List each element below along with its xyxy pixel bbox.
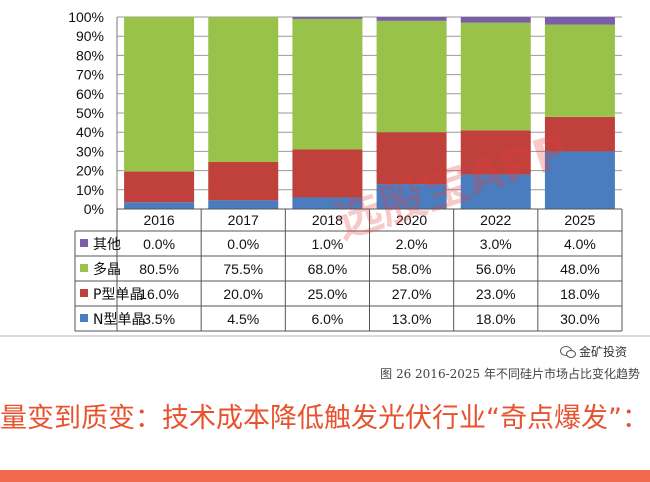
y-tick-label: 0%: [84, 201, 104, 217]
bar-segment: [292, 149, 363, 198]
category-label: 2016: [144, 212, 175, 228]
data-label: 25.0%: [308, 286, 348, 302]
figure-caption: 图 26 2016-2025 年不同硅片市场占比变化趋势: [380, 367, 640, 381]
y-tick-label: 100%: [68, 9, 104, 25]
legend-swatch: [80, 289, 88, 297]
chart-area: 0% 10% 20% 30% 40% 50% 60% 70% 80% 90% 100% 2016 20…: [0, 9, 650, 337]
wechat-account-badge: 金矿投资: [560, 343, 627, 360]
y-tick-label: 40%: [76, 124, 104, 140]
y-tick-label: 50%: [76, 105, 104, 121]
wechat-icon: [560, 345, 576, 358]
bar-segment: [544, 24, 615, 117]
bar-segment: [124, 17, 195, 172]
legend-label: 多晶: [93, 261, 121, 278]
legend-label: 其他: [93, 237, 121, 253]
bar-segment: [292, 197, 363, 209]
data-label: 3.5%: [143, 311, 175, 327]
bar-segment: [124, 171, 195, 203]
data-label: 18.0%: [476, 311, 516, 327]
bar-segment: [208, 161, 279, 201]
y-tick-label: 80%: [76, 47, 104, 63]
bar-segment: [376, 20, 447, 133]
data-label: 20.0%: [223, 286, 263, 302]
data-label: 23.0%: [476, 286, 516, 302]
wechat-account-name: 金矿投资: [579, 345, 628, 359]
gridlines: [116, 16, 622, 210]
y-tick-label: 30%: [76, 143, 104, 159]
bar-segment: [376, 17, 447, 21]
data-label: 6.0%: [311, 311, 343, 327]
data-label: 13.0%: [392, 311, 432, 327]
legend-swatch: [80, 264, 88, 272]
data-label: 1.0%: [311, 236, 343, 252]
data-label: 0.0%: [227, 236, 259, 252]
y-tick-label: 90%: [76, 28, 104, 44]
y-tick-label: 20%: [76, 163, 104, 179]
data-label: 68.0%: [308, 261, 348, 277]
bar-segment: [544, 17, 615, 25]
data-label: 16.0%: [139, 286, 179, 302]
bar-segment: [460, 22, 531, 131]
y-tick-label: 10%: [76, 182, 104, 198]
y-tick-label: 70%: [76, 67, 104, 83]
bar-segment: [376, 184, 447, 209]
bar-segment: [544, 151, 615, 209]
data-label: 56.0%: [476, 261, 516, 277]
data-label: 3.0%: [480, 236, 512, 252]
data-label: 18.0%: [560, 286, 600, 302]
category-label: 2025: [564, 212, 595, 228]
bars: [124, 17, 615, 209]
category-label: 2022: [480, 212, 511, 228]
data-label: 27.0%: [392, 286, 432, 302]
bar-segment: [208, 200, 279, 209]
y-axis-ticks: 0% 10% 20% 30% 40% 50% 60% 70% 80% 90% 100%: [68, 9, 104, 217]
bar-segment: [208, 17, 279, 162]
bar-segment: [376, 132, 447, 185]
category-label: 2018: [312, 212, 343, 228]
data-label: 30.0%: [560, 311, 600, 327]
data-label: 58.0%: [392, 261, 432, 277]
bar-segment: [460, 17, 531, 23]
stacked-bar-chart: 0%10%20%30%40%50%60%70%80%90%100% 2016 20…: [0, 9, 650, 337]
data-table: 2016 2017 2018 2020 2022 2025 其他 0.0% 0.0% 1.0% 2.…: [0, 208, 650, 337]
data-label: 4.0%: [564, 236, 596, 252]
category-label: 2020: [396, 212, 427, 228]
legend-swatch: [80, 239, 88, 247]
data-label: 80.5%: [139, 261, 179, 277]
legend-swatch: [80, 314, 88, 322]
bar-segment: [544, 116, 615, 152]
data-label: 0.0%: [143, 236, 175, 252]
bar-segment: [124, 202, 195, 209]
bar-segment: [292, 17, 363, 19]
data-label: 48.0%: [560, 261, 600, 277]
legend-label: P型单晶: [93, 287, 143, 303]
y-tick-label: 60%: [76, 86, 104, 102]
data-label: 75.5%: [223, 261, 263, 277]
article-headline: 量变到质变：技术成本降低触发光伏行业“奇点爆发”：: [0, 403, 649, 434]
bottom-accent-bar: [0, 470, 650, 482]
data-label: 2.0%: [396, 236, 428, 252]
bar-segment: [460, 174, 531, 209]
data-label: 4.5%: [227, 311, 259, 327]
bar-segment: [460, 130, 531, 175]
bar-segment: [292, 18, 363, 150]
category-label: 2017: [228, 212, 259, 228]
legend-label: N型单晶: [93, 312, 145, 328]
